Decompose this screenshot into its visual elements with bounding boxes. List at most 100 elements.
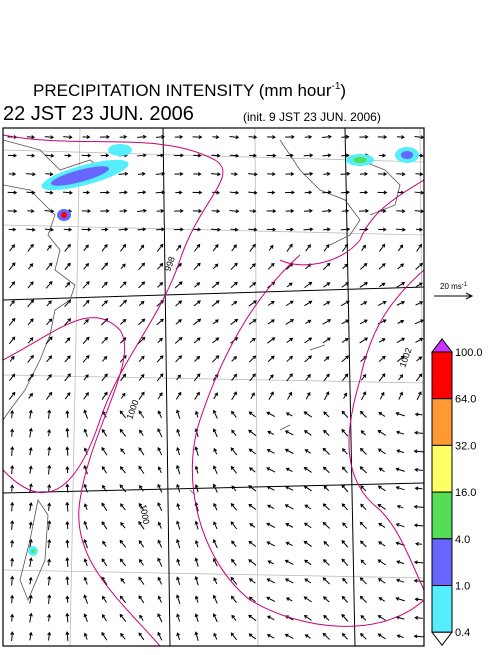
wind-arrow xyxy=(341,410,349,418)
wind-arrow xyxy=(9,355,15,362)
wind-arrow xyxy=(193,300,201,307)
wind-arrow xyxy=(322,466,330,474)
wind-arrow xyxy=(341,466,348,474)
wind-arrow xyxy=(194,446,199,456)
wind-arrow xyxy=(304,578,312,584)
wind-arrow xyxy=(138,171,146,176)
wind-arrow xyxy=(82,280,90,289)
contour-label: 1000 xyxy=(138,504,151,525)
wind-arrow xyxy=(323,541,330,547)
wind-arrow xyxy=(231,391,237,401)
wind-arrow xyxy=(396,300,406,306)
wind-arrow xyxy=(249,282,257,288)
wind-arrow xyxy=(248,448,256,455)
wind-arrow xyxy=(286,373,293,382)
wind-arrow xyxy=(45,336,53,345)
wind-arrow xyxy=(266,411,276,417)
wind-arrow xyxy=(211,281,220,289)
wind-arrow xyxy=(248,503,257,510)
wind-arrow xyxy=(213,521,218,530)
wind-arrow xyxy=(211,172,221,177)
wind-arrow xyxy=(323,171,331,176)
wind-arrow xyxy=(194,613,199,622)
wind-arrow xyxy=(415,262,424,270)
wind-arrow xyxy=(414,319,424,325)
wind-arrow xyxy=(65,427,70,438)
wind-arrow xyxy=(7,190,18,195)
wind-arrow xyxy=(340,227,351,232)
wind-arrow xyxy=(156,208,165,213)
wind-arrow xyxy=(305,244,311,252)
wind-arrow xyxy=(305,391,311,400)
wind-arrow xyxy=(285,597,293,602)
wind-arrow xyxy=(230,632,238,641)
wind-arrow xyxy=(231,485,237,492)
wind-arrow xyxy=(359,410,367,418)
wind-arrow xyxy=(28,483,33,494)
wind-arrow xyxy=(342,577,348,584)
wind-arrow xyxy=(266,227,277,232)
wind-arrow xyxy=(341,503,349,511)
wind-arrow xyxy=(157,539,163,548)
valid-time: 22 JST 23 JUN. 2006 xyxy=(3,103,194,125)
colorbar-segment xyxy=(431,398,453,446)
wind-arrow xyxy=(415,301,424,306)
wind-arrow xyxy=(137,134,147,139)
wind-arrow xyxy=(342,522,348,529)
wind-arrow xyxy=(120,503,126,511)
wind-arrow xyxy=(8,317,16,326)
wind-arrow xyxy=(249,153,257,158)
wind-arrow xyxy=(303,430,312,436)
wind-arrow xyxy=(377,430,386,436)
wind-arrow xyxy=(248,190,258,195)
wind-arrow xyxy=(268,391,274,400)
wind-arrow xyxy=(284,190,295,195)
wind-arrow xyxy=(194,539,199,548)
colorbar-bottom xyxy=(430,631,454,647)
wind-arrow xyxy=(343,392,348,399)
wind-arrow xyxy=(267,560,274,565)
wind-arrow xyxy=(176,244,182,251)
wind-arrow xyxy=(157,613,163,623)
wind-arrow xyxy=(212,263,219,270)
wind-arrow xyxy=(414,486,423,491)
wind-arrow xyxy=(101,502,108,511)
wind-arrow xyxy=(176,632,181,640)
wind-arrow xyxy=(157,392,163,400)
wind-arrow xyxy=(194,391,200,400)
wind-arrow xyxy=(102,540,107,547)
wind-arrow xyxy=(231,373,238,381)
wind-arrow xyxy=(286,282,293,288)
wind-arrow xyxy=(138,244,145,252)
wind-arrow xyxy=(176,374,182,381)
wind-arrow xyxy=(47,464,52,475)
wind-arrow xyxy=(230,172,239,177)
wind-arrow xyxy=(175,464,181,475)
wind-arrow xyxy=(341,208,350,213)
wind-arrow xyxy=(359,282,368,288)
colorbar-segment xyxy=(431,351,453,400)
wind-arrow xyxy=(396,227,406,232)
wind-arrow xyxy=(193,262,201,271)
wind-arrow xyxy=(229,135,240,140)
wind-arrow xyxy=(267,190,276,195)
wind-arrow xyxy=(285,208,295,213)
wind-arrow xyxy=(175,300,183,307)
wind-arrow xyxy=(45,172,54,177)
wind-arrow xyxy=(266,578,275,584)
wind-arrow xyxy=(47,483,52,493)
wind-arrow xyxy=(341,484,349,493)
wind-arrow xyxy=(157,576,163,585)
wind-arrow xyxy=(303,467,312,473)
wind-arrow xyxy=(194,483,199,493)
wind-arrow xyxy=(248,300,257,307)
wind-arrow xyxy=(119,613,127,622)
wind-arrow xyxy=(156,227,165,232)
title: PRECIPITATION INTENSITY (mm hour-1) xyxy=(33,81,346,100)
wind-arrow xyxy=(137,190,147,195)
wind-arrow xyxy=(398,374,404,381)
wind-arrow xyxy=(213,577,218,585)
wind-arrow xyxy=(157,262,164,270)
wind-arrow xyxy=(359,447,367,455)
wind-arrow xyxy=(138,410,145,419)
